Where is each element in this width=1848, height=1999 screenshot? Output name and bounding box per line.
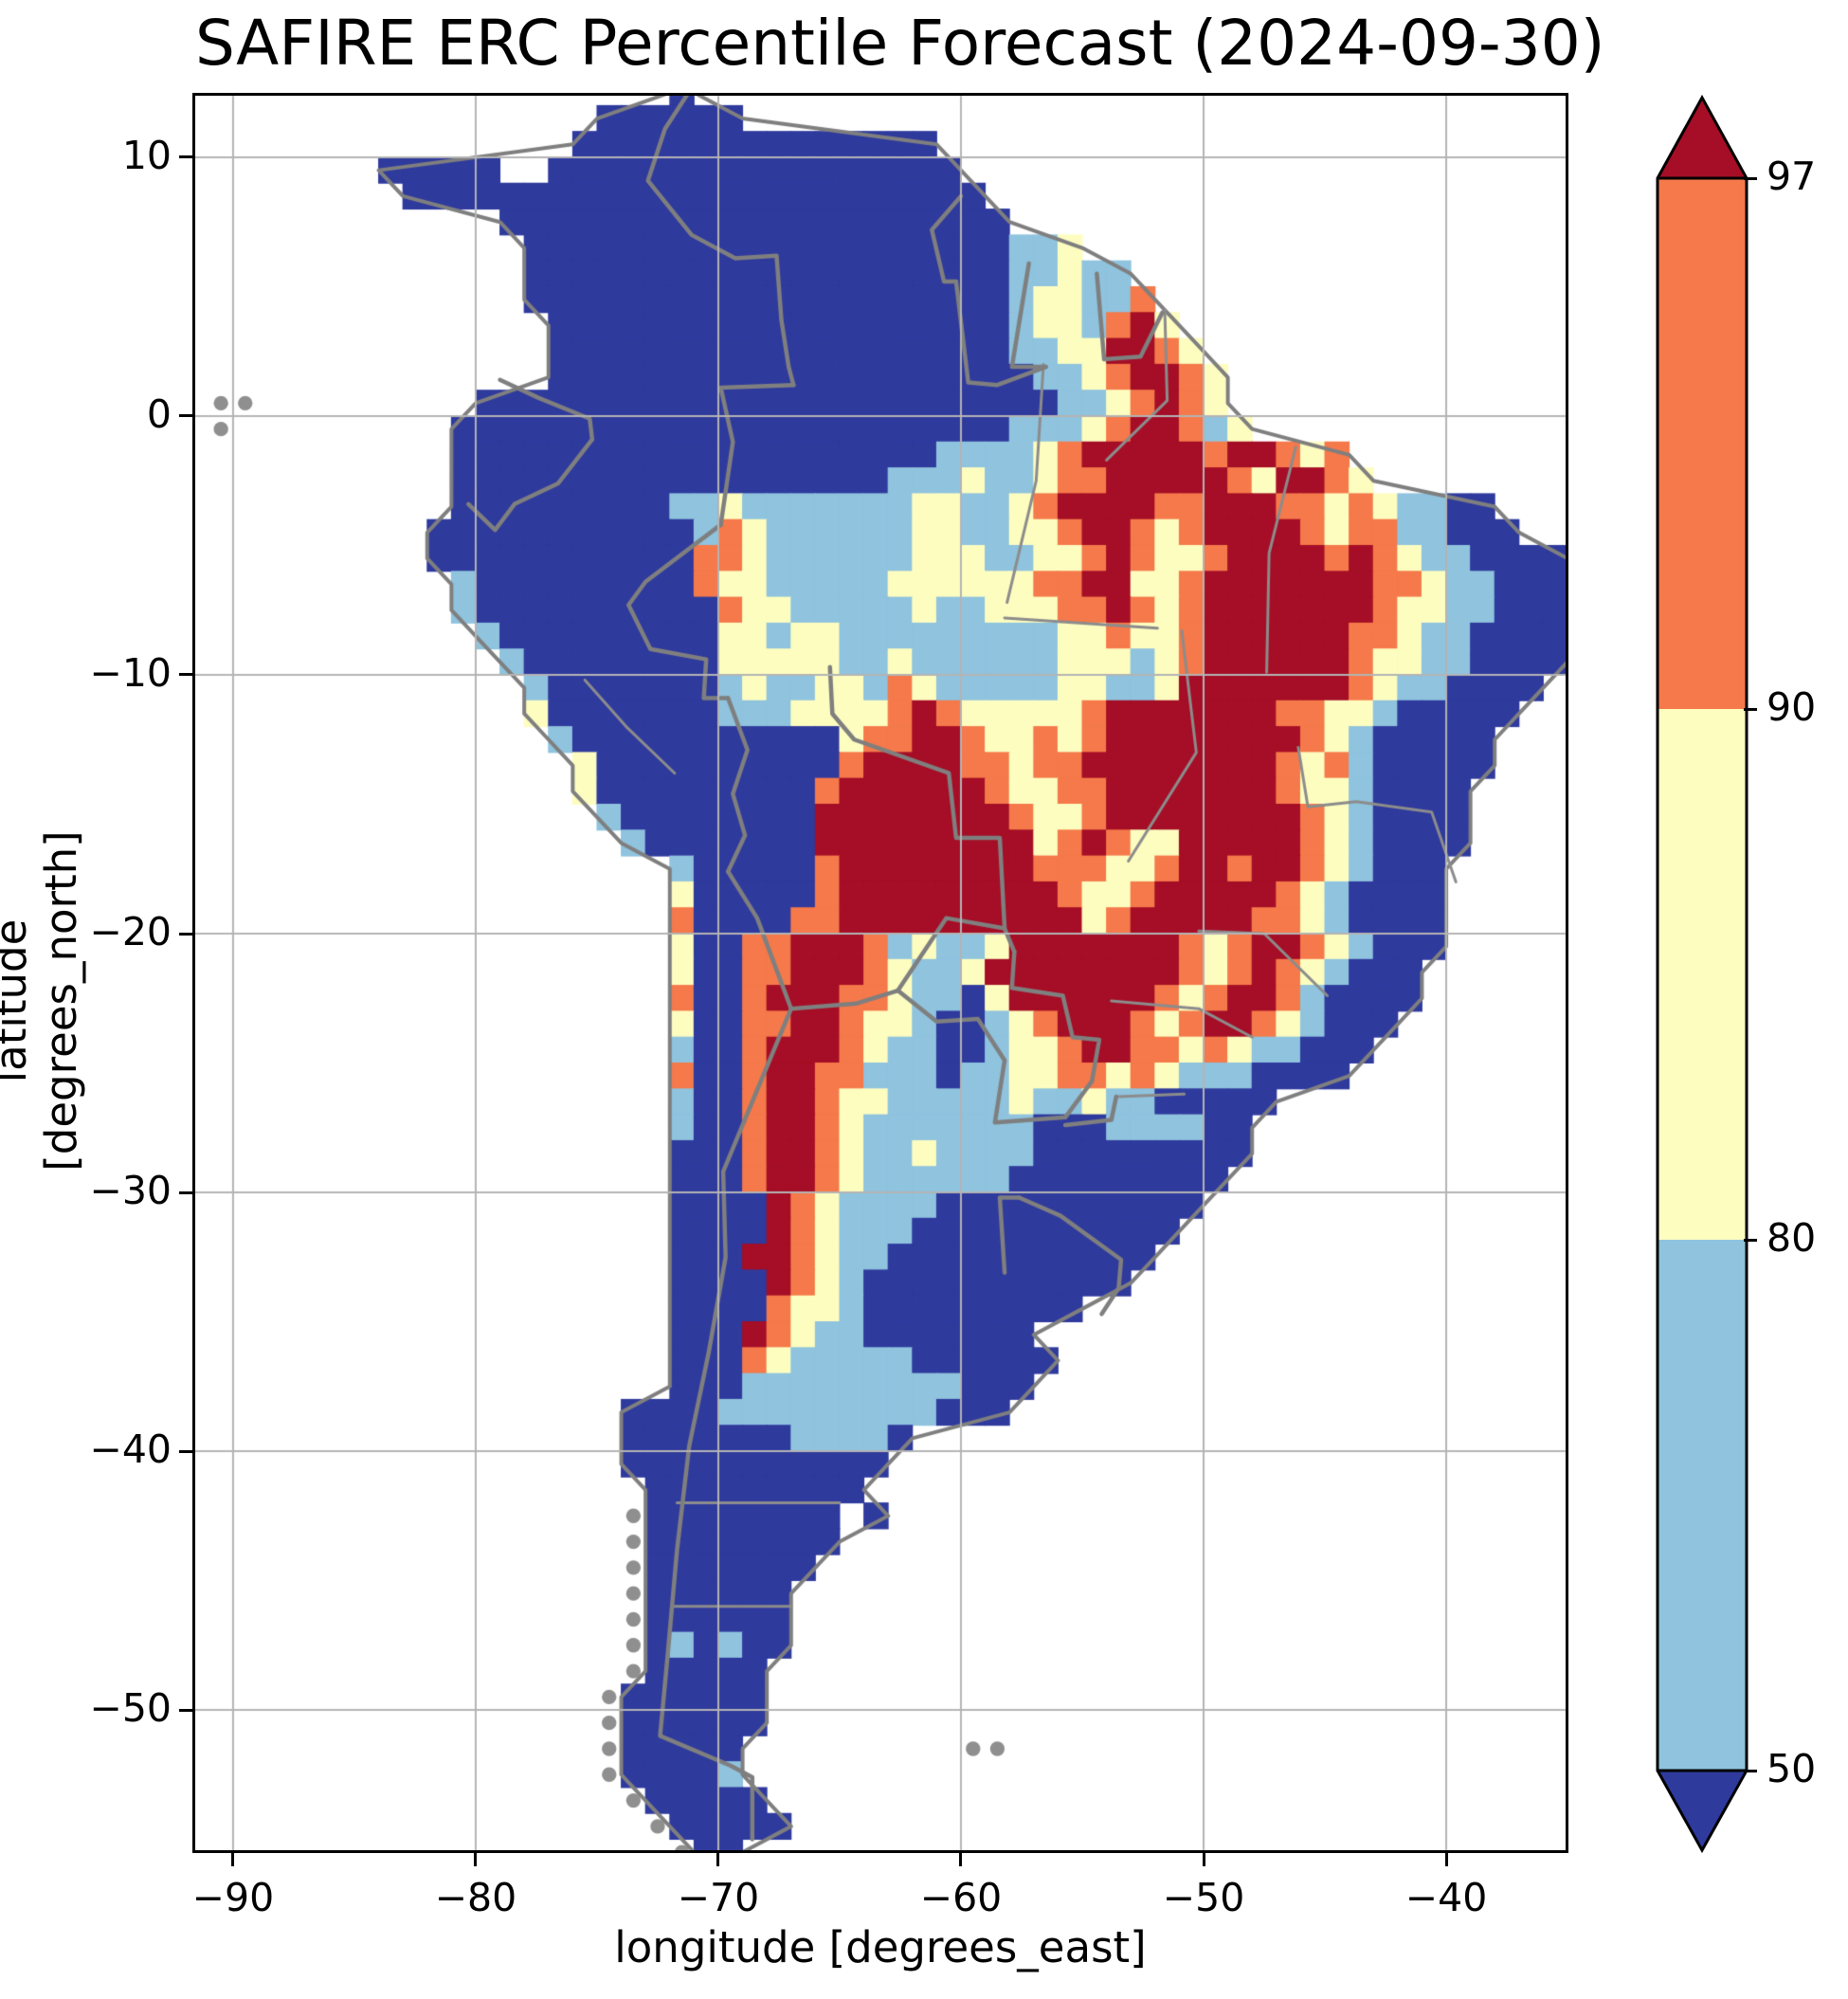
x-tick-label: −60: [919, 1875, 1003, 1920]
colorbar-tick-mark: [1744, 1769, 1757, 1772]
x-tick-mark: [231, 1852, 235, 1866]
y-tick-label: −10: [89, 649, 172, 696]
y-tick-label: −30: [89, 1168, 172, 1213]
x-tick-mark: [1444, 1852, 1448, 1866]
y-tick-label: 0: [146, 391, 172, 437]
x-tick-label: −90: [191, 1875, 275, 1920]
y-tick-mark: [179, 932, 193, 936]
colorbar-over-arrow: [1658, 98, 1747, 178]
y-tick-label: −40: [89, 1427, 172, 1473]
colorbar-tick-mark: [1744, 1238, 1757, 1242]
colorbar-tick-mark: [1744, 707, 1757, 711]
x-tick-label: −50: [1162, 1875, 1245, 1920]
colorbar-segment-50-80: [1658, 1240, 1747, 1771]
south-america-percentile-map: [195, 96, 1566, 1850]
colorbar: [1656, 94, 1748, 1854]
y-tick-label: −50: [89, 1685, 172, 1732]
colorbar-segment-80-90: [1658, 709, 1747, 1240]
colorbar-tick-label: 50: [1766, 1746, 1817, 1791]
x-tick-label: −70: [677, 1875, 760, 1920]
y-tick-mark: [179, 155, 193, 159]
plot-title: SAFIRE ERC Percentile Forecast (2024-09-…: [195, 7, 1605, 80]
colorbar-tick-label: 90: [1766, 684, 1817, 730]
y-tick-mark: [179, 673, 193, 677]
y-tick-mark: [179, 1449, 193, 1453]
x-tick-mark: [716, 1852, 720, 1866]
y-tick-label: −20: [89, 909, 172, 954]
y-tick-mark: [179, 1190, 193, 1194]
y-tick-mark: [179, 414, 193, 418]
x-tick-mark: [474, 1852, 478, 1866]
x-tick-label: −40: [1404, 1875, 1488, 1920]
x-axis-label: longitude [degrees_east]: [614, 1922, 1147, 1972]
y-axis-label: latitude [degrees_north]: [0, 830, 86, 1172]
x-tick-label: −80: [434, 1875, 517, 1920]
colorbar-under-arrow: [1658, 1771, 1747, 1850]
x-tick-mark: [959, 1852, 963, 1866]
colorbar-segment-90-97: [1658, 178, 1747, 709]
colorbar-tick-label: 97: [1766, 154, 1817, 199]
colorbar-tick-mark: [1744, 176, 1757, 180]
y-tick-mark: [179, 1708, 193, 1712]
y-tick-label: 10: [121, 132, 172, 178]
colorbar-tick-label: 80: [1766, 1215, 1817, 1261]
x-tick-mark: [1202, 1852, 1205, 1866]
